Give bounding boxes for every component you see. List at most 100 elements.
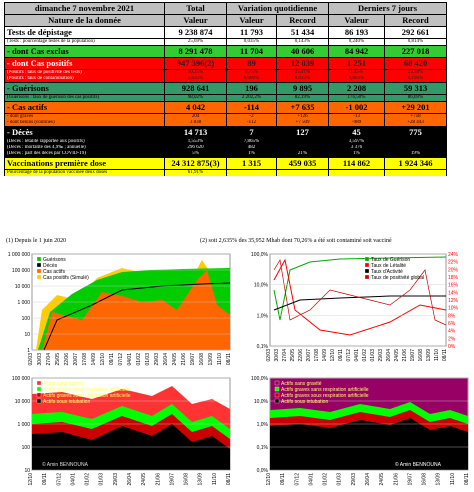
value: 9 238 874 — [164, 26, 227, 39]
x-tick-label: 12/10 — [266, 473, 272, 486]
sub-row: (Tests : pourcentage testés de la popula… — [4, 38, 448, 46]
y2-tick-label: 0% — [448, 344, 456, 350]
value: 292 661 — [383, 26, 448, 39]
y2-tick-label: 20% — [448, 267, 459, 273]
value: 114 862 — [328, 157, 385, 170]
row: - dont Cas exclus 8 291 478 11 704 40 606 84… — [4, 45, 448, 58]
y-tick-label: 10 — [24, 468, 30, 474]
x-tick-label: 01/02 — [362, 349, 368, 362]
credit: © Amin BENNOUNA — [395, 461, 442, 468]
y2-tick-label: 12% — [448, 298, 459, 304]
x-tick-label: 25/05 — [55, 353, 61, 366]
subcol-header: Valeur — [226, 14, 277, 27]
subcol-header: Record — [276, 14, 329, 27]
group-header: Variation quotidienne — [226, 2, 329, 15]
sub-row: - dont graves 204 -2 +126 -13 +758 — [4, 113, 448, 120]
x-tick-label: 01/03 — [337, 473, 343, 486]
legend-label: Actifs graves sous respiration artificie… — [281, 393, 369, 399]
value: 9 895 — [276, 82, 329, 95]
value: 11 704 — [226, 45, 277, 58]
legend-swatch — [36, 262, 42, 268]
y2-tick-label: 4% — [448, 329, 456, 335]
x-tick-label: 14/09 — [91, 353, 97, 366]
x-tick-label: 08/11 — [226, 473, 232, 485]
y2-tick-label: 6% — [448, 321, 456, 327]
sub-row: (Décès : part des décès par COVID-19) 5% 1… — [4, 151, 448, 158]
x-tick-label: 11/10 — [217, 353, 223, 365]
sub-value: 0,143% — [276, 38, 329, 46]
row: Vaccinations première dose 24 312 875(3) 1… — [4, 157, 448, 170]
x-tick-label: 14/09 — [322, 349, 328, 362]
x-tick-label: 11/10 — [450, 473, 456, 485]
legend-swatch — [36, 380, 42, 386]
x-tick-label: 29/03 — [113, 473, 119, 486]
value: 196 — [226, 82, 277, 95]
x-tick-label: 07/12 — [118, 353, 124, 366]
y2-tick-label: 2% — [448, 336, 456, 342]
value: 40 606 — [276, 45, 329, 58]
y-tick-label: 0,1% — [257, 344, 269, 350]
value: 51 434 — [276, 26, 329, 39]
x-tick-label: 11/10 — [434, 349, 440, 361]
line — [273, 256, 447, 321]
value: 7 — [226, 126, 277, 139]
x-tick-label: 13/09 — [208, 353, 214, 366]
y-tick-label: 100 — [22, 316, 31, 322]
x-tick-label: 02/03 — [266, 349, 272, 362]
value: 947 396(2) — [164, 57, 227, 70]
chart-cases: 1 000 000 100 000 10 000 1 000 100 10 102/03 30… — [8, 252, 232, 366]
x-tick-label: 12/10 — [100, 353, 106, 366]
value: 1 315 — [226, 157, 277, 170]
row-label: - Guérisons — [4, 82, 165, 95]
value: 12 039 — [276, 57, 329, 70]
x-tick-label: 17/08 — [82, 353, 88, 366]
row-label: - dont Cas positifs — [4, 57, 165, 70]
group-header: Derniers 7 jours — [327, 2, 448, 15]
sub-value — [328, 169, 385, 176]
sub-value: 82,19% — [276, 94, 329, 102]
legend-swatch — [274, 392, 280, 398]
value: 84 942 — [328, 45, 385, 58]
x-tick-label: 16/08 — [418, 349, 424, 362]
x-tick-label: 29/03 — [378, 349, 384, 362]
x-tick-label: 02/03 — [28, 353, 34, 366]
legend-label: Actifs sans gravité — [281, 381, 322, 387]
y2-tick-label: 24% — [448, 252, 459, 258]
sub-value: 176,50% — [328, 94, 385, 102]
legend-swatch — [36, 392, 42, 398]
sub-row: (Décès : mortalité des 4,9‰ ; annuelle) 2… — [4, 145, 448, 151]
x-tick-label: 09/11 — [280, 473, 286, 485]
chart-active-share: 100,0% 10,0% 1,0% 0,1% 0,0%12/10 09/11 07/12 04… — [251, 376, 470, 486]
area — [42, 270, 230, 350]
line — [273, 295, 446, 311]
x-tick-label: 20/07 — [306, 349, 312, 362]
x-tick-label: 12/10 — [330, 349, 336, 362]
y-tick-label: 0,0% — [257, 468, 269, 474]
chart-rates: 100,0% 10,0% 1,0% 0,1% 24% 22%20% 18% 16%14% 12%… — [251, 252, 459, 362]
subcol-header: Valeur — [164, 14, 227, 27]
legend-swatch — [364, 256, 370, 262]
group-header: Total — [164, 2, 227, 15]
value: 459 035 — [276, 157, 329, 170]
x-tick-label: 29/03 — [351, 473, 357, 486]
legend-swatch — [274, 380, 280, 386]
sub-value — [383, 145, 448, 151]
sub-value: 25,69% — [164, 38, 227, 46]
header-row: Nature de la donnée Valeur Valeur Record Val… — [4, 14, 448, 27]
legend-label: Taux d'Activité — [371, 269, 403, 275]
x-tick-label: 07/12 — [56, 473, 62, 486]
value: 1 924 346 — [383, 157, 448, 170]
sub-value: 61,91% — [164, 169, 227, 176]
value: 227 018 — [383, 45, 448, 58]
y-tick-label: 100 000 — [12, 268, 30, 274]
y-tick-label: 1 000 — [17, 300, 30, 306]
x-tick-label: 27/04 — [282, 349, 288, 362]
value: 4 042 — [164, 101, 227, 114]
x-tick-label: 01/03 — [99, 473, 105, 486]
y-tick-label: 1 000 000 — [8, 252, 30, 258]
value: 68 420 — [383, 57, 448, 70]
date: dimanche 7 novembre 2021 — [4, 2, 165, 15]
x-tick-label: 12/10 — [28, 473, 34, 486]
summary-table: dimanche 7 novembre 2021 Total Variation q… — [4, 2, 448, 176]
